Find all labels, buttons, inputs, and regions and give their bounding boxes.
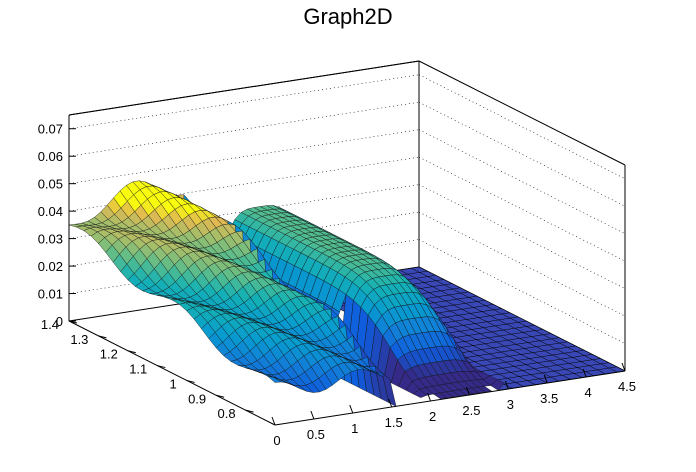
z-gridline [68, 74, 420, 130]
surface-cell [382, 372, 397, 407]
floor-gridline [459, 349, 584, 370]
floor-gridline [467, 354, 593, 374]
box-edge [274, 370, 626, 426]
y-tick-label: 1.2 [100, 347, 118, 362]
z-gridline [418, 101, 626, 207]
y-tick-label: 0.9 [188, 391, 206, 406]
x-tick [427, 392, 432, 402]
y-tick-label: 1.3 [70, 332, 88, 347]
z-gridline [418, 239, 626, 344]
z-gridline [68, 129, 420, 184]
z-tick-label: 0.05 [38, 177, 63, 192]
x-tick [582, 368, 587, 378]
x-tick [465, 386, 470, 396]
box-edge [418, 60, 626, 166]
y-tick [127, 350, 136, 354]
box-edge [68, 320, 276, 426]
y-tick-label: 1.1 [129, 362, 147, 377]
y-tick [68, 320, 78, 324]
x-tick-label: 4 [584, 385, 591, 400]
surface-cell [490, 379, 505, 391]
z-gridline [418, 184, 626, 289]
box-edge [68, 60, 420, 116]
y-tick [157, 365, 166, 369]
z-gridline [418, 74, 626, 180]
y-tick-label: 1 [169, 376, 176, 391]
z-tick-label: 0.02 [38, 259, 63, 274]
x-tick-label: 3 [507, 397, 514, 412]
floor-gridline [484, 362, 609, 383]
x-axis: 0 0.5 1 1.5 2 2.5 3 3.5 4 4.5 [271, 362, 636, 448]
floor-gridline [492, 366, 617, 387]
floor-gridline [387, 271, 595, 377]
z-tick-label: 0.01 [38, 287, 63, 302]
floor-gridline [451, 345, 576, 366]
z-gridline [68, 101, 420, 157]
surface-plot [68, 180, 626, 407]
z-gridline [418, 211, 626, 317]
x-tick-label: 3.5 [540, 391, 558, 406]
chart-title: Graph2D [303, 4, 392, 29]
y-tick [216, 394, 225, 398]
z-gridline [418, 129, 626, 234]
z-axis: 0 0.01 0.02 0.03 0.04 0.05 0.06 0.07 [38, 115, 76, 329]
x-tick [310, 410, 315, 420]
x-tick-label: 2 [429, 409, 436, 424]
x-tick-label: 0 [273, 433, 280, 448]
y-tick-label: 1.4 [41, 317, 59, 332]
x-tick [388, 398, 393, 408]
y-axis: 0.8 0.9 1 1.1 1.2 1.3 1.4 [41, 317, 254, 421]
z-tick-label: 0.06 [38, 149, 63, 164]
z-gridlines [68, 74, 626, 344]
x-tick-label: 1.5 [385, 415, 403, 430]
x-tick [621, 362, 626, 372]
x-tick [349, 404, 354, 414]
y-tick [245, 409, 254, 413]
z-tick-label: 0.07 [38, 122, 63, 137]
x-tick [271, 416, 276, 426]
x-tick-label: 0.5 [307, 427, 325, 442]
y-tick-label: 0.8 [217, 406, 235, 421]
x-tick-label: 4.5 [618, 379, 636, 394]
z-tick-label: 0.03 [38, 232, 63, 247]
z-tick-label: 0.04 [38, 204, 63, 219]
floor-gridline [475, 358, 601, 378]
x-tick [543, 374, 548, 384]
y-tick [186, 379, 195, 383]
x-tick-label: 2.5 [462, 403, 480, 418]
x-tick [504, 380, 509, 390]
x-tick-label: 1 [351, 421, 358, 436]
z-gridline [418, 156, 626, 262]
floor-gridline [399, 269, 606, 375]
floor-gridline [411, 267, 618, 373]
y-tick [98, 335, 107, 339]
z-tick-label: 0 [56, 314, 63, 329]
